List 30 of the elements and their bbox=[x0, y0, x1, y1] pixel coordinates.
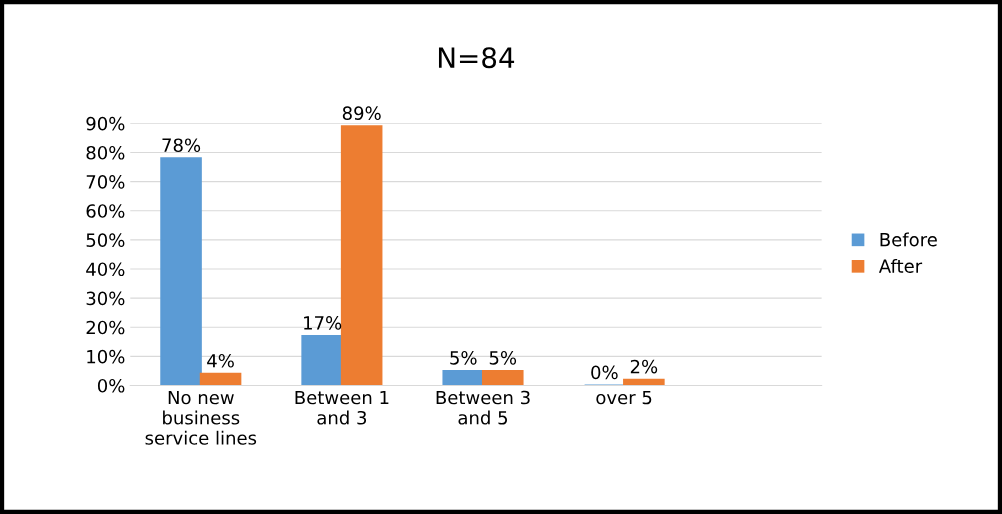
data-label: 0% bbox=[591, 365, 618, 380]
data-label: 5% bbox=[450, 351, 477, 365]
legend-label: After bbox=[878, 258, 923, 273]
bar bbox=[199, 372, 242, 386]
data-label: 2% bbox=[630, 359, 658, 374]
bar bbox=[160, 157, 202, 386]
x-tick-label: No new business service lines bbox=[145, 390, 257, 445]
y-tick-label: 60% bbox=[86, 204, 125, 218]
bar bbox=[340, 125, 383, 386]
y-tick-label: 40% bbox=[86, 262, 125, 277]
bar bbox=[481, 369, 524, 386]
y-tick-label: 70% bbox=[86, 175, 125, 189]
y-tick-label: 50% bbox=[86, 233, 125, 247]
y-tick-label: 0% bbox=[97, 378, 125, 393]
chart-title: N=84 bbox=[438, 47, 515, 69]
y-tick-label: 30% bbox=[86, 291, 125, 306]
legend-label: Before bbox=[880, 232, 937, 247]
data-label: 5% bbox=[489, 351, 517, 365]
y-tick-label: 80% bbox=[86, 145, 125, 160]
y-tick-label: 10% bbox=[87, 349, 125, 364]
bar bbox=[442, 369, 485, 386]
x-tick-label: Between 1 and 3 bbox=[295, 390, 389, 425]
bar bbox=[301, 334, 343, 386]
data-label: 89% bbox=[342, 106, 381, 120]
x-tick-label: Between 3 and 5 bbox=[436, 390, 530, 425]
data-label: 4% bbox=[207, 353, 234, 368]
data-label: 78% bbox=[162, 138, 201, 153]
x-tick-label: over 5 bbox=[596, 390, 652, 405]
y-tick-label: 90% bbox=[86, 116, 125, 131]
y-tick-label: 20% bbox=[86, 320, 125, 335]
